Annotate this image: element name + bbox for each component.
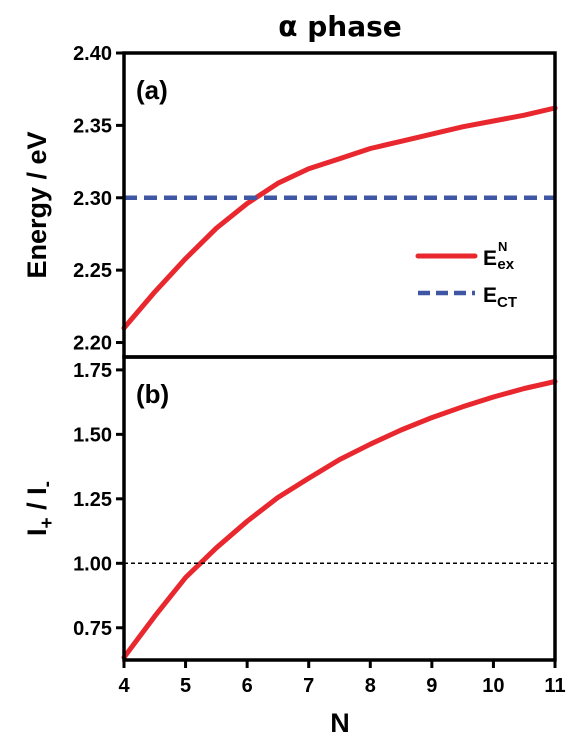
legend-entry-1: ECT — [483, 284, 517, 311]
x-axis-label: N — [330, 708, 350, 736]
x-tick-label-7: 11 — [544, 675, 565, 697]
panel-b-y-tick-label-2: 1.25 — [73, 489, 112, 511]
panel-a-y-tick-label-0: 2.20 — [73, 333, 112, 355]
panel-b-frame — [122, 355, 557, 662]
x-tick-label-4: 8 — [365, 675, 376, 697]
panel-a-y-tick-label-3: 2.35 — [73, 115, 112, 137]
panel-b-y-tick-label-3: 1.50 — [73, 424, 112, 446]
x-tick-label-1: 5 — [180, 675, 191, 697]
x-tick-label-6: 10 — [482, 675, 504, 697]
panel-b-series-0-line — [121, 379, 558, 660]
panel-b-y-axis-label: I+ / I- — [22, 481, 58, 536]
x-tick-label-2: 6 — [242, 675, 253, 697]
panel-a-y-tick-label-2: 2.30 — [73, 188, 112, 210]
panel-a-frame — [122, 51, 557, 359]
panel-b: 0.75 1.00 1.25 1.50 1.75 4 5 6 7 8 9 10 11 (b) I+ / I- — [22, 355, 566, 697]
panel-a-label: (a) — [136, 75, 168, 105]
x-tick-label-5: 9 — [426, 675, 437, 697]
panel-a-y-tick-label-1: 2.25 — [73, 260, 112, 282]
figure-title: α phase — [278, 10, 402, 43]
panel-a: 2.20 2.25 2.30 2.35 2.40 (a) Energy / eV EN ex EC… — [22, 43, 558, 359]
panel-a-y-axis-label: Energy / eV — [22, 131, 52, 278]
x-tick-label-0: 4 — [118, 675, 130, 697]
panel-b-y-tick-label-1: 1.00 — [73, 553, 112, 575]
panel-b-y-tick-label-4: 1.75 — [73, 360, 112, 382]
panel-b-label: (b) — [136, 379, 169, 409]
panel-a-series-0-line — [121, 105, 558, 331]
panel-a-y-tick-label-4: 2.40 — [73, 43, 112, 65]
legend-entry-0: EN ex — [483, 239, 515, 273]
x-tick-label-3: 7 — [303, 675, 314, 697]
panel-b-y-tick-label-0: 0.75 — [73, 618, 112, 640]
